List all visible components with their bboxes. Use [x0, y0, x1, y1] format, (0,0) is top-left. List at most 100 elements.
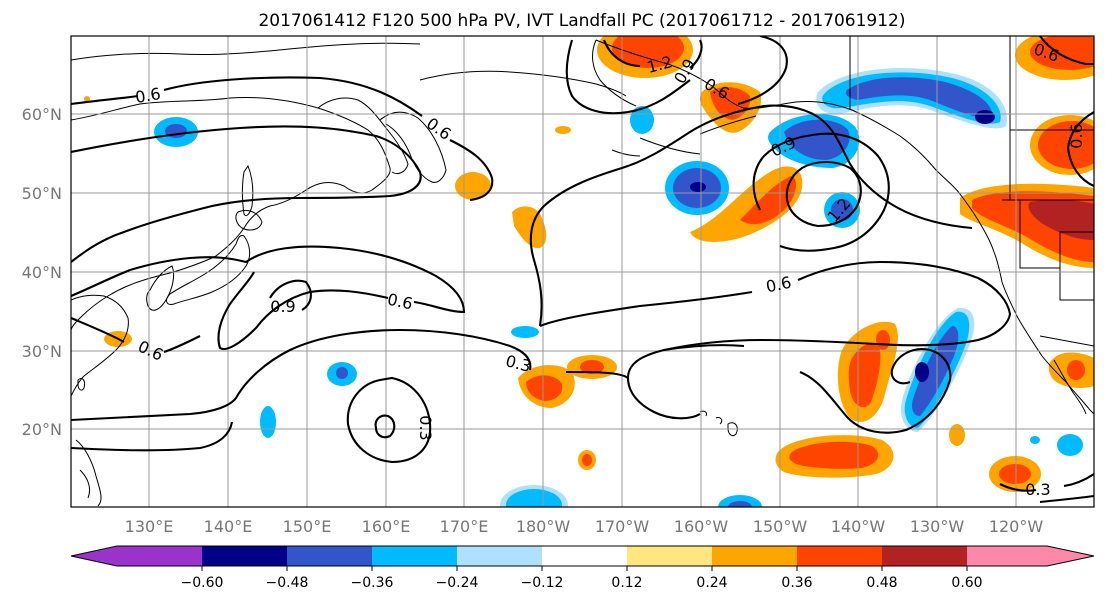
fill-orange-patch	[949, 424, 965, 446]
fill-blue-patch	[831, 199, 853, 221]
fill-red-patch	[1067, 360, 1085, 380]
colorbar-tick-label: −0.60	[181, 575, 224, 591]
fill-navy-patch	[690, 182, 706, 192]
contour-label: 0.6	[1067, 123, 1086, 148]
fill-red-patch	[848, 343, 881, 408]
coastlines	[71, 36, 1094, 507]
coastline-alaska	[595, 39, 961, 195]
fill-orange-patch	[84, 96, 90, 102]
lon-label: 150°E	[283, 517, 332, 536]
fill-red-patch	[789, 441, 879, 469]
lon-label: 160°E	[362, 517, 411, 536]
coastline-alaska-west	[592, 39, 637, 107]
colorbar-segment	[117, 546, 202, 566]
contour-0.6-long	[71, 317, 201, 353]
coastline-baja	[1053, 359, 1087, 415]
colorbar-tick-label: 0.60	[951, 575, 982, 591]
coastline-chukotka	[419, 70, 627, 97]
border-canada-provinces	[1009, 36, 1094, 200]
colorbar-segment	[627, 546, 712, 566]
colorbar-segment	[457, 546, 542, 566]
fill-navy-patch	[915, 362, 929, 382]
fill-cyan-patch	[511, 326, 539, 338]
contour-label: 0.6	[386, 290, 415, 314]
contour-0.6-south	[71, 245, 466, 350]
colorbar-segment	[287, 546, 372, 566]
contour-0.6-east	[539, 260, 1012, 420]
lon-label: 140°W	[831, 517, 886, 536]
coastline-korea	[146, 265, 175, 311]
contour-0.3-inner	[346, 376, 432, 464]
map-frame	[70, 35, 1095, 508]
colorbar-tick-label: 0.36	[781, 575, 812, 591]
fill-red-patch	[582, 454, 592, 466]
colorbar-segment	[712, 546, 797, 566]
contour-0.3-br2	[1039, 494, 1094, 504]
fill-cyan-patch	[630, 106, 654, 134]
coastline-taiwan	[77, 377, 85, 391]
coastline-bc	[959, 193, 1094, 415]
contour-label: 0.6	[134, 84, 162, 107]
lon-label: 170°E	[440, 517, 489, 536]
fill-red-patch	[612, 36, 684, 68]
contour-0.9-gulf	[752, 132, 890, 252]
contour-1.2-gulf	[785, 160, 862, 228]
fill-blue-patch	[784, 119, 850, 160]
colorbar-tick-label: −0.24	[436, 575, 479, 591]
colorbar-tick-label: −0.48	[266, 575, 309, 591]
graticule	[71, 36, 1094, 507]
contour-0.6-gulf	[529, 104, 973, 327]
fill-red-patch	[876, 330, 890, 350]
contour-label: 0.3	[416, 415, 435, 440]
contour-0.6-mid	[71, 125, 422, 263]
figure-title: 2017061412 F120 500 hPa PV, IVT Landfall…	[258, 11, 905, 31]
coastline-china	[71, 294, 129, 397]
colorbar-extend-low	[71, 546, 117, 566]
fill-red-patch	[1038, 121, 1094, 169]
ivt-anomaly-fills	[84, 36, 1094, 507]
colorbar-tick-label: −0.36	[351, 575, 394, 591]
coastline-aleutians	[611, 115, 757, 157]
contour-0.6-canada	[1039, 36, 1094, 66]
fill-cyan-patch	[1030, 436, 1040, 444]
fill-blue-patch	[912, 326, 959, 416]
lon-label: 150°W	[753, 517, 808, 536]
fill-red-patch	[526, 375, 563, 401]
contour-label: 0.9	[270, 297, 295, 316]
contour-0.6-bc	[1066, 111, 1094, 187]
colorbar-tick-label: 0.48	[866, 575, 897, 591]
contour-labels: 0.6 0.6 0.6 0.6 0.6 0.6 0.6 0.6 0.9 0.9 …	[134, 39, 1086, 499]
colorbar-tick-label: 0.24	[696, 575, 727, 591]
fill-blue-patch	[336, 367, 348, 379]
fill-orange-patch	[512, 206, 547, 249]
colorbar-segment	[797, 546, 882, 566]
colorbar-outline	[70, 545, 1095, 567]
contour-label: 0.3	[1025, 480, 1050, 499]
lon-label: 130°W	[910, 517, 965, 536]
latitude-labels: 60°N 50°N 40°N 30°N 20°N	[22, 105, 62, 439]
colorbar-segment	[372, 546, 457, 566]
lon-label: 140°E	[204, 517, 253, 536]
lat-label: 30°N	[22, 342, 62, 361]
contour-0.9-left	[269, 279, 312, 311]
contour-0.6-north	[71, 76, 494, 202]
coastline-philippines	[75, 439, 102, 507]
coastline-asia	[71, 97, 391, 331]
colorbar-tick-label: 0.12	[611, 575, 642, 591]
coastline-siberia-north	[71, 42, 421, 61]
border-us-mexico	[1039, 335, 1094, 347]
coastline-kamchatka	[379, 111, 447, 183]
fill-orange-patch	[690, 166, 803, 242]
fill-blue-patch	[845, 77, 993, 119]
colorbar-segment	[882, 546, 967, 566]
contour-1.2-top	[603, 39, 703, 69]
colorbar-tick-label: −0.12	[521, 575, 564, 591]
lat-label: 40°N	[22, 263, 62, 282]
map-area: 0.6 0.6 0.6 0.6 0.6 0.6 0.6 0.6 0.9 0.9 …	[71, 36, 1094, 507]
lat-label: 20°N	[22, 420, 62, 439]
lat-label: 60°N	[22, 105, 62, 124]
lon-label: 120°W	[989, 517, 1044, 536]
lon-label: 170°W	[595, 517, 650, 536]
fill-red-patch	[999, 464, 1031, 484]
